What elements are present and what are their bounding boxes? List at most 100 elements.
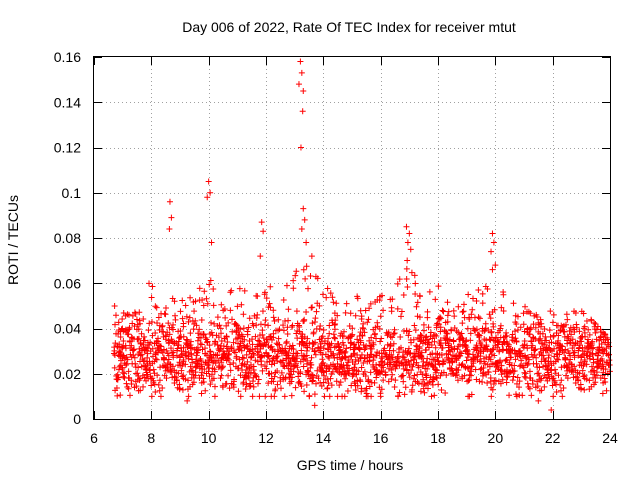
data-point [411, 272, 418, 279]
data-point [380, 307, 387, 314]
data-point [185, 318, 192, 325]
data-point [198, 369, 205, 376]
data-point [246, 315, 253, 322]
data-point [421, 389, 428, 396]
data-point [126, 311, 133, 318]
data-point [420, 321, 427, 328]
data-point [323, 294, 330, 301]
data-point [358, 364, 365, 371]
data-point [250, 322, 257, 329]
data-point [522, 370, 529, 377]
data-point [565, 364, 572, 371]
data-point [321, 372, 328, 379]
data-point [307, 272, 314, 279]
data-point [444, 299, 451, 306]
data-point [326, 322, 333, 329]
data-point [214, 352, 221, 359]
data-point [534, 313, 541, 320]
data-point [464, 346, 471, 353]
data-point [520, 364, 527, 371]
data-point [244, 358, 251, 365]
data-point [448, 326, 455, 333]
data-point [522, 303, 529, 310]
data-point [549, 319, 556, 326]
data-point [514, 313, 521, 320]
data-point [580, 310, 587, 317]
data-point [438, 351, 445, 358]
data-point [219, 384, 226, 391]
data-point [285, 317, 292, 324]
data-point [351, 378, 358, 385]
data-point [467, 337, 474, 344]
data-point [131, 354, 138, 361]
data-point [210, 375, 217, 382]
data-point [408, 357, 415, 364]
data-point [241, 287, 248, 294]
data-point [435, 283, 442, 290]
data-point [227, 307, 234, 314]
data-point [244, 331, 251, 338]
data-point [218, 372, 225, 379]
data-point [416, 314, 423, 321]
data-point [575, 377, 582, 384]
data-point [474, 345, 481, 352]
data-point [402, 384, 409, 391]
data-point [492, 262, 499, 269]
data-point [211, 393, 218, 400]
y-tick-label: 0.08 [54, 230, 81, 246]
data-point [382, 371, 389, 378]
data-point [499, 376, 506, 383]
data-point [397, 333, 404, 340]
y-tick-label: 0.16 [54, 49, 81, 65]
data-point [469, 295, 476, 302]
data-point [211, 368, 218, 375]
data-point [318, 382, 325, 389]
data-point [535, 397, 542, 404]
data-point [120, 338, 127, 345]
data-point [426, 288, 433, 295]
y-tick-label: 0.06 [54, 275, 81, 291]
data-point [215, 357, 222, 364]
data-point [464, 325, 471, 332]
data-point [269, 347, 276, 354]
data-point [408, 339, 415, 346]
data-point [423, 333, 430, 340]
data-point [543, 374, 550, 381]
data-point [448, 343, 455, 350]
data-point [223, 333, 230, 340]
data-point [600, 346, 607, 353]
data-point [349, 325, 356, 332]
data-point [603, 387, 610, 394]
data-point [512, 356, 519, 363]
data-point [482, 360, 489, 367]
data-point [196, 326, 203, 333]
data-point [550, 393, 557, 400]
data-point [394, 305, 401, 312]
data-point [444, 312, 451, 319]
data-point [342, 375, 349, 382]
data-point [450, 307, 457, 314]
data-point [576, 328, 583, 335]
x-tick-label: 6 [90, 430, 98, 446]
data-point [228, 345, 235, 352]
data-point [567, 340, 574, 347]
data-point [183, 313, 190, 320]
data-point [520, 321, 527, 328]
data-point [414, 379, 421, 386]
data-point [170, 349, 177, 356]
data-point [235, 365, 242, 372]
data-point [256, 338, 263, 345]
data-point [595, 352, 602, 359]
data-point [134, 370, 141, 377]
data-point [466, 316, 473, 323]
data-point [404, 239, 411, 246]
data-point [415, 380, 422, 387]
data-point [248, 369, 255, 376]
data-point [141, 374, 148, 381]
data-point [596, 337, 603, 344]
data-point [403, 265, 410, 272]
data-point [192, 317, 199, 324]
data-point [200, 375, 207, 382]
data-point [541, 358, 548, 365]
